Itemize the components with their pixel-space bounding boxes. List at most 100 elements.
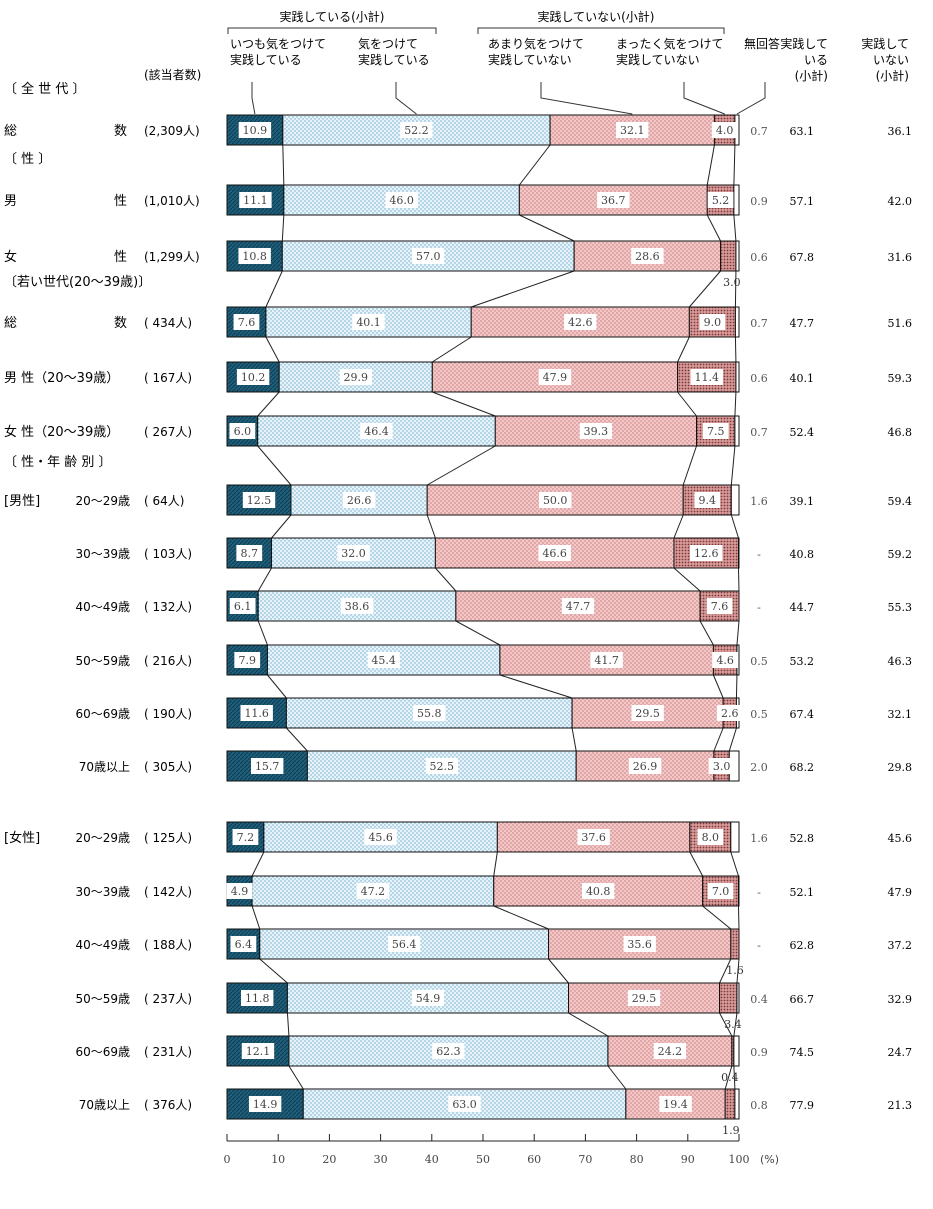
row-label: 数 [114,124,127,139]
segment-label-bg [248,1096,282,1112]
x-tick-label: 20 [322,1153,336,1166]
segment-value-label: 52.5 [430,760,455,773]
legend-leader-line [251,82,256,115]
respondent-count: ( 132人) [144,600,192,614]
row-label: 50～59歳 [75,654,130,668]
segment-label-bg [597,192,630,208]
subtotal-yes-value: 77.9 [790,1099,815,1112]
x-tick-label: 90 [681,1153,695,1166]
subtotal-yes-value: 47.7 [790,317,815,330]
header-subtotal-no: 実践して [861,36,909,51]
subtotal-no-value: 59.4 [888,495,913,508]
no-answer-value: - [757,886,761,899]
x-tick-label: 10 [271,1153,285,1166]
segment-label-bg [229,598,256,614]
segment-value-label: 9.0 [704,316,722,329]
section-label: 〔 全 世 代 〕 [4,81,86,97]
connector-line [730,445,736,486]
row-label: 40～49歳 [75,600,130,614]
row-label: 30～39歳 [75,885,130,899]
row-label: 50～59歳 [75,992,130,1006]
bar-segment-no-answer [735,240,740,272]
segment-label-bg [239,192,272,208]
connector-line [733,1065,736,1090]
segment-value-label: 36.7 [601,194,626,207]
bar-segment-4 [730,928,740,960]
bar-segment-no-answer [730,821,740,853]
segment-value-label: 47.9 [543,371,568,384]
respondent-count: ( 216人) [144,654,192,668]
segment-label-bg [342,492,376,508]
segment-value-label: 14.9 [253,1098,278,1111]
segment-value-label: 12.1 [246,1045,271,1058]
segment-value-label: 45.4 [371,654,396,667]
group-label: [男性] [4,494,40,509]
segment-label-bg [400,122,433,138]
segment-label-bg [628,758,662,774]
segment-label-bg [690,369,723,385]
segment-label-bg [356,883,390,899]
subtotal-yes-value: 67.4 [790,708,815,721]
respondent-count: ( 267人) [144,425,192,439]
row-label: 60～69歳 [75,1045,130,1059]
connector-line [673,514,684,539]
segment-label-bg [707,192,734,208]
segment-value-label: 47.2 [361,885,386,898]
legend-leader-line [736,82,766,115]
segment-label-bg [561,598,595,614]
connector-line [568,1012,609,1037]
segment-label-bg [432,1043,465,1059]
segment-value-label: 12.5 [247,494,272,507]
segment-value-label: 29.9 [344,371,369,384]
connector-line [737,567,740,592]
segment-label-bg [716,705,743,721]
bar-segment-no-answer [733,1035,740,1067]
segment-value-label: 7.5 [707,425,725,438]
legend-series-1: いつも気をつけて [230,36,326,51]
segment-value-label: 12.6 [694,547,719,560]
respondent-count: ( 190人) [144,707,192,721]
segment-label-bg [653,1043,687,1059]
segment-label-bg [627,990,661,1006]
segment-value-label: 1.6 [726,964,744,977]
x-tick-label: 40 [425,1153,439,1166]
connector-line [282,144,285,186]
segment-label-bg [706,598,733,614]
segment-value-label: 7.9 [238,654,256,667]
segment-label-bg [385,192,418,208]
respondent-count: ( 167人) [144,371,192,385]
segment-value-label: 32.1 [620,124,645,137]
segment-label-bg [623,936,656,952]
connector-line [728,727,737,752]
connector-line [257,567,272,592]
connector-line [286,1012,290,1037]
row-label: 30～39歳 [75,547,130,561]
bar-segment-no-answer [734,415,740,447]
connector-line [493,905,549,930]
connector-line [713,727,724,752]
subtotal-no-value: 37.2 [888,939,913,952]
subtotal-no-value: 45.6 [888,832,913,845]
segment-value-label: 4.6 [716,654,734,667]
row-label: 70歳以上 [79,1098,130,1112]
section-label: 〔 性・年 齢 別 〕 [4,455,112,470]
connector-line [733,1012,738,1037]
segment-label-bg [241,990,274,1006]
legend-leader-line [683,82,725,115]
bar-segment-no-answer [737,875,740,907]
no-answer-value: - [757,939,761,952]
connector-line [677,336,690,363]
subtotal-yes-value: 44.7 [790,601,815,614]
respondent-count: ( 237人) [144,992,192,1006]
subtotal-no-value: 55.3 [888,601,913,614]
connector-line [493,851,498,877]
no-answer-value: 0.6 [750,372,768,385]
connector-line [265,336,280,363]
header-subtotal-no: (小計) [876,68,909,83]
row-label: 性 [114,250,127,265]
legend-series-4: 実践していない [616,52,700,67]
connector-line [730,514,739,539]
respondent-count: ( 305人) [144,760,192,774]
segment-value-label: 0.4 [721,1071,739,1084]
